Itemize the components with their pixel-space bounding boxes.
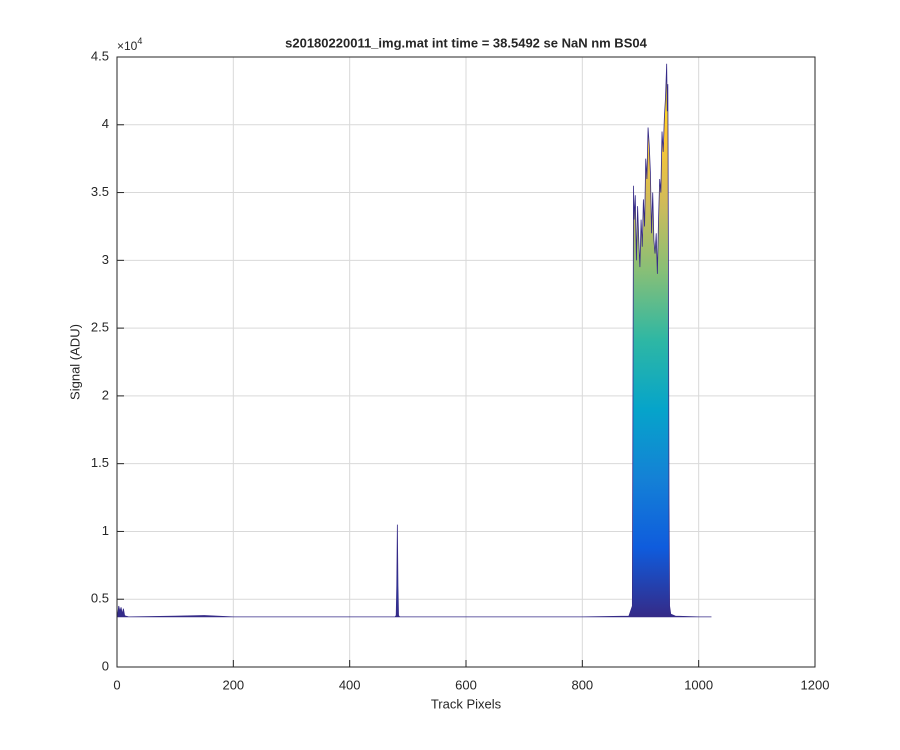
- y-exponent: ×104: [117, 36, 142, 53]
- y-axis-label: Signal (ADU): [67, 324, 82, 400]
- y-tick-label: 1.5: [91, 455, 109, 470]
- signal-area: [117, 63, 712, 618]
- y-tick-label: 3: [102, 252, 109, 267]
- y-tick-label: 2: [102, 387, 109, 402]
- y-tick-label: 3.5: [91, 184, 109, 199]
- y-exponent-power: 4: [137, 36, 142, 46]
- axes-box: [116, 56, 816, 668]
- x-axis-label: Track Pixels: [431, 696, 502, 711]
- x-tick-label: 400: [339, 677, 361, 692]
- x-tick-label: 200: [222, 677, 244, 692]
- y-tick-label: 2.5: [91, 320, 109, 335]
- x-tick-label: 1000: [684, 677, 713, 692]
- chart-title: s20180220011_img.mat int time = 38.5492 …: [285, 35, 647, 50]
- y-exponent-base: ×10: [117, 39, 138, 53]
- y-tick-label: 0.5: [91, 591, 109, 606]
- y-tick-label: 1: [102, 523, 109, 538]
- x-tick-label: 0: [113, 677, 120, 692]
- y-tick-label: 4.5: [91, 48, 109, 63]
- x-tick-label: 800: [571, 677, 593, 692]
- x-tick-label: 600: [455, 677, 477, 692]
- y-tick-label: 0: [102, 658, 109, 673]
- y-tick-label: 4: [102, 116, 109, 131]
- x-tick-label: 1200: [801, 677, 830, 692]
